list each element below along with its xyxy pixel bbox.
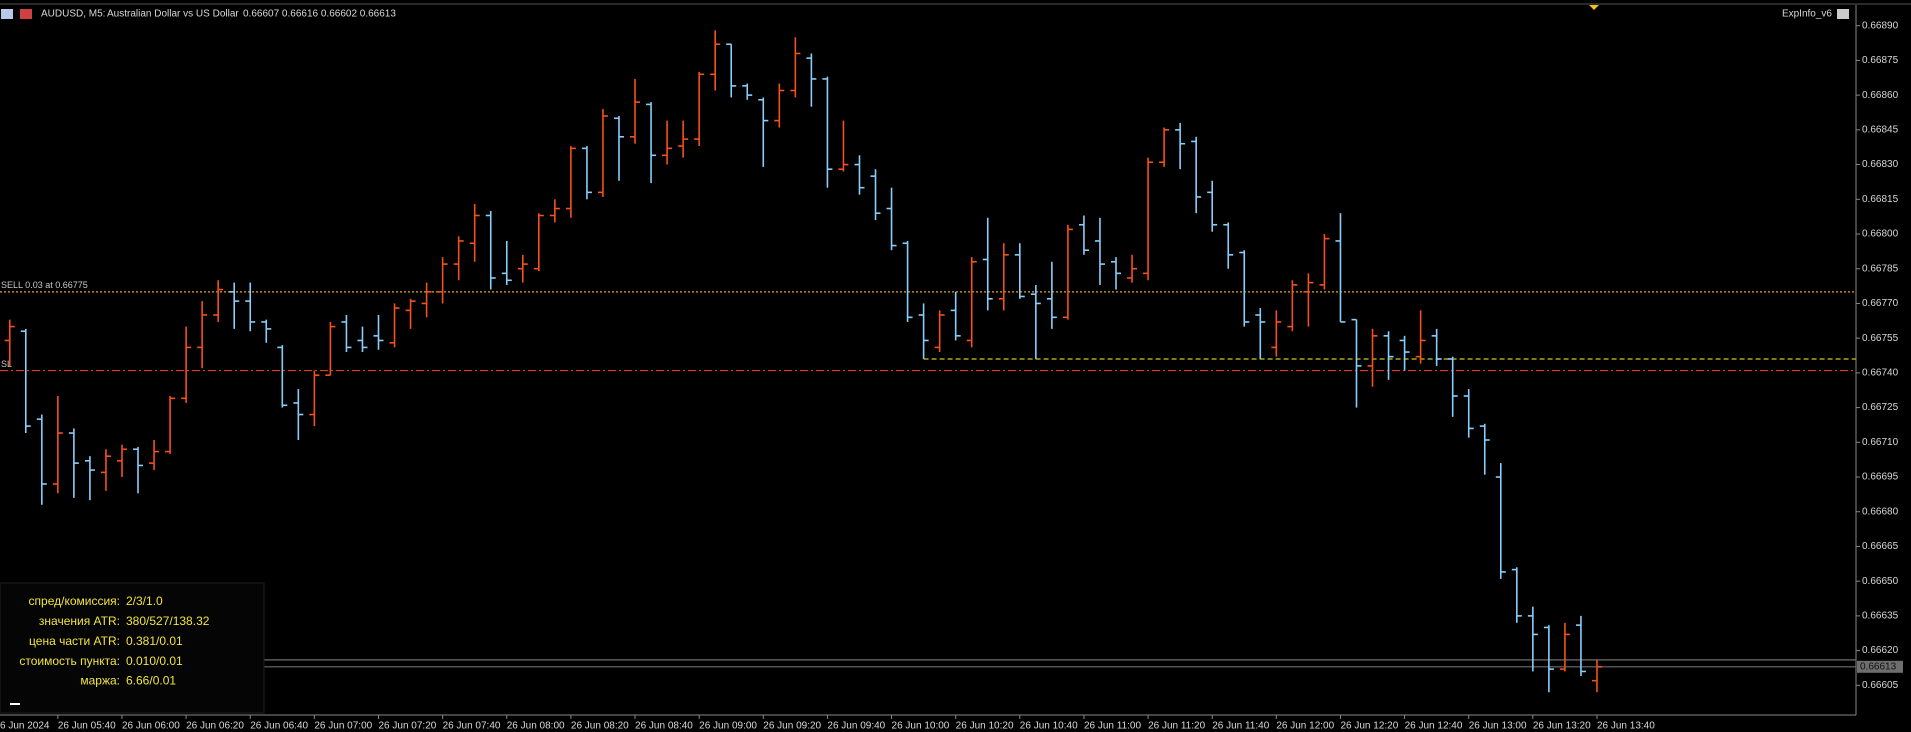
info-panel: спред/комиссия: 2/3/1.0 значения ATR: 380/5… <box>0 582 265 714</box>
y-tick-label: 0.66635 <box>1862 611 1899 622</box>
y-tick-label: 0.66845 <box>1862 124 1899 135</box>
info-label: значения ATR: <box>39 614 120 628</box>
x-tick-label: 26 Jun 07:00 <box>314 721 372 732</box>
y-tick-label: 0.66710 <box>1862 437 1899 448</box>
y-tick-label: 0.66620 <box>1862 645 1899 656</box>
y-tick-label: 0.66830 <box>1862 159 1899 170</box>
x-tick-label: 26 Jun 08:40 <box>635 721 693 732</box>
x-tick-label: 26 Jun 12:20 <box>1340 721 1398 732</box>
description: Australian Dollar vs US Dollar <box>107 9 239 20</box>
y-tick-label: 0.66755 <box>1862 333 1899 344</box>
indicator-name: ExpInfo_v6 <box>1782 9 1832 20</box>
x-tick-label: 26 Jun 10:00 <box>892 721 950 732</box>
y-tick-label: 0.66650 <box>1862 576 1899 587</box>
x-tick-label: 26 Jun 12:40 <box>1405 721 1463 732</box>
y-tick-label: 0.66860 <box>1862 90 1899 101</box>
price-box <box>1857 660 1903 673</box>
x-tick-label: 26 Jun 13:20 <box>1533 721 1591 732</box>
x-tick-label: 26 Jun 13:40 <box>1597 721 1655 732</box>
quote: 0.66607 0.66616 0.66602 0.66613 <box>243 9 396 20</box>
y-tick-label: 0.66800 <box>1862 229 1899 240</box>
x-tick-label: 26 Jun 09:00 <box>699 721 757 732</box>
info-value: 6.66/0.01 <box>126 674 176 688</box>
x-tick-label: 26 Jun 08:20 <box>571 721 629 732</box>
level-label: SL <box>1 359 12 369</box>
info-value: 380/527/138.32 <box>126 614 210 628</box>
x-tick-label: 26 Jun 06:20 <box>186 721 244 732</box>
x-tick-label: 26 Jun 11:40 <box>1212 721 1270 732</box>
level-label: SELL 0.03 at 0.66775 <box>1 280 88 290</box>
y-tick-label: 0.66890 <box>1862 20 1899 31</box>
x-tick-label: 26 Jun 12:00 <box>1276 721 1334 732</box>
price-label: 0.66613 <box>1860 661 1897 672</box>
y-tick-label: 0.66785 <box>1862 263 1899 274</box>
info-value: 0.381/0.01 <box>126 634 183 648</box>
y-tick-label: 0.66875 <box>1862 55 1899 66</box>
symbol: AUDUSD, M5: <box>41 9 105 20</box>
x-date-label: 6 Jun 2024 <box>0 721 50 732</box>
shift-marker[interactable] <box>1589 5 1599 10</box>
info-value: 0.010/0.01 <box>126 654 183 668</box>
info-label: маржа: <box>80 674 120 688</box>
y-tick-label: 0.66770 <box>1862 298 1899 309</box>
menu-icon[interactable] <box>1 9 13 19</box>
x-tick-label: 26 Jun 06:00 <box>122 721 180 732</box>
x-tick-label: 26 Jun 11:00 <box>1084 721 1142 732</box>
x-tick-label: 26 Jun 08:00 <box>507 721 565 732</box>
x-tick-label: 26 Jun 10:40 <box>1020 721 1078 732</box>
info-label: цена части ATR: <box>29 634 120 648</box>
x-tick-label: 26 Jun 07:40 <box>443 721 501 732</box>
x-tick-label: 26 Jun 13:00 <box>1469 721 1527 732</box>
x-tick-label: 26 Jun 06:40 <box>250 721 308 732</box>
x-tick-label: 26 Jun 05:40 <box>58 721 116 732</box>
y-tick-label: 0.66725 <box>1862 402 1899 413</box>
x-tick-label: 26 Jun 09:40 <box>827 721 885 732</box>
indicator-icon[interactable] <box>1837 9 1849 19</box>
x-tick-label: 26 Jun 11:20 <box>1148 721 1206 732</box>
y-tick-label: 0.66695 <box>1862 472 1899 483</box>
y-tick-label: 0.66605 <box>1862 680 1899 691</box>
info-label: спред/комиссия: <box>29 594 120 608</box>
info-value: 2/3/1.0 <box>126 594 163 608</box>
x-tick-label: 26 Jun 07:20 <box>379 721 437 732</box>
y-tick-label: 0.66680 <box>1862 506 1899 517</box>
y-tick-label: 0.66665 <box>1862 541 1899 552</box>
chart-icon[interactable] <box>20 9 32 19</box>
x-tick-label: 26 Jun 09:20 <box>763 721 821 732</box>
y-tick-label: 0.66740 <box>1862 368 1899 379</box>
info-label: стоимость пункта: <box>19 654 120 668</box>
y-tick-label: 0.66815 <box>1862 194 1899 205</box>
x-tick-label: 26 Jun 10:20 <box>956 721 1014 732</box>
info-box <box>0 582 265 714</box>
